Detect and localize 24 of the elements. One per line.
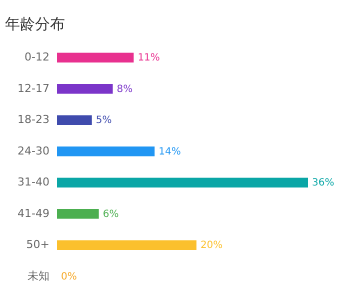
bar	[57, 115, 92, 125]
y-tick-label: 24-30	[18, 144, 50, 158]
data-label: 5%	[96, 115, 112, 126]
data-label: 0%	[61, 271, 77, 282]
bar	[57, 52, 134, 62]
y-tick-label: 18-23	[18, 113, 50, 126]
data-label: 20%	[200, 240, 223, 252]
y-tick-label: 0-12	[24, 50, 50, 64]
y-tick-label: 31-40	[18, 176, 50, 189]
y-tick-label: 未知	[28, 269, 50, 282]
bar	[57, 84, 113, 94]
bar	[57, 146, 155, 156]
bar	[57, 240, 196, 250]
data-label: 11%	[138, 52, 160, 64]
y-tick-label: 12-17	[18, 82, 50, 95]
chart-title: 年龄分布	[5, 15, 65, 33]
bar	[57, 178, 308, 188]
y-tick-label: 41-49	[18, 206, 50, 220]
y-tick-label: 50+	[26, 238, 50, 252]
data-label: 6%	[102, 208, 119, 220]
data-label: 8%	[116, 84, 133, 95]
data-label: 36%	[312, 178, 334, 189]
data-label: 14%	[158, 146, 181, 158]
bar	[57, 209, 99, 219]
